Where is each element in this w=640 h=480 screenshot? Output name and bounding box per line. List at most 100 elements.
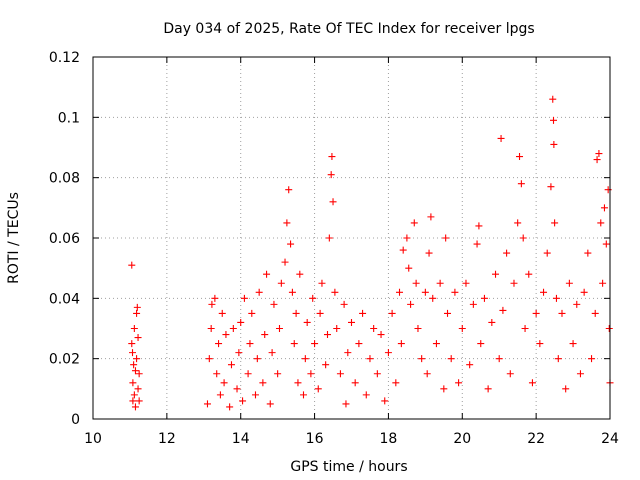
data-point — [290, 340, 298, 348]
data-point — [287, 240, 295, 248]
data-point — [466, 361, 474, 369]
data-point — [130, 361, 138, 369]
data-point — [602, 240, 610, 248]
data-point — [213, 370, 221, 378]
x-tick-label: 18 — [380, 431, 398, 447]
data-point — [207, 325, 215, 332]
data-point — [475, 222, 483, 230]
data-point — [495, 355, 503, 363]
data-point — [275, 325, 283, 332]
data-point — [423, 370, 431, 378]
data-point — [392, 379, 400, 387]
data-point — [229, 325, 237, 332]
data-point — [552, 294, 560, 302]
data-point — [396, 288, 404, 296]
data-point — [516, 153, 524, 161]
data-point — [377, 331, 385, 339]
data-point — [248, 309, 256, 317]
data-point — [307, 370, 315, 378]
data-points — [128, 95, 614, 411]
y-tick-label: 0.12 — [49, 50, 80, 66]
data-point — [410, 219, 418, 227]
data-point — [427, 213, 435, 221]
data-point — [536, 340, 544, 348]
data-point — [222, 331, 230, 339]
data-point — [244, 370, 252, 378]
data-point — [235, 349, 243, 357]
data-point — [355, 340, 363, 348]
data-point — [370, 325, 378, 332]
data-point — [565, 279, 573, 287]
data-point — [591, 309, 599, 317]
data-point — [462, 279, 470, 287]
data-point — [129, 397, 137, 405]
data-point — [311, 340, 319, 348]
data-point — [333, 325, 341, 332]
data-point — [134, 385, 142, 393]
data-point — [477, 340, 485, 348]
y-tick-label: 0.08 — [49, 171, 80, 187]
data-point — [554, 355, 562, 363]
data-point — [550, 140, 558, 148]
data-point — [351, 379, 359, 387]
x-tick-label: 20 — [453, 431, 471, 447]
data-point — [130, 391, 138, 399]
data-point — [216, 391, 224, 399]
data-point — [133, 309, 141, 317]
data-point — [532, 309, 540, 317]
data-point — [425, 249, 433, 257]
data-point — [266, 400, 274, 408]
data-point — [131, 403, 139, 411]
data-point — [255, 288, 263, 296]
data-point — [251, 391, 259, 399]
x-tick-label: 14 — [232, 431, 250, 447]
data-point — [135, 397, 143, 405]
y-tick-label: 0 — [71, 412, 80, 428]
data-point — [451, 288, 459, 296]
data-point — [314, 385, 322, 393]
data-point — [261, 331, 269, 339]
data-point — [274, 370, 282, 378]
data-point — [488, 318, 496, 326]
data-point — [128, 340, 136, 348]
data-point — [447, 355, 455, 363]
data-point — [208, 300, 216, 308]
data-point — [237, 318, 245, 326]
data-point — [588, 355, 596, 363]
data-point — [211, 294, 219, 302]
data-point — [277, 279, 285, 287]
data-point — [373, 370, 381, 378]
data-point — [259, 379, 267, 387]
data-point — [600, 204, 608, 212]
y-tick-label: 0.1 — [58, 110, 80, 126]
data-point — [455, 379, 463, 387]
data-point — [569, 340, 577, 348]
data-point — [381, 397, 389, 405]
data-point — [510, 279, 518, 287]
data-point — [397, 340, 405, 348]
data-point — [528, 379, 536, 387]
data-point — [336, 370, 344, 378]
data-point — [309, 294, 317, 302]
data-point — [133, 303, 141, 311]
data-point — [240, 294, 248, 302]
data-point — [318, 279, 326, 287]
data-point — [227, 361, 235, 369]
data-point — [432, 340, 440, 348]
data-point — [469, 300, 477, 308]
data-point — [549, 116, 557, 124]
data-point — [580, 288, 588, 296]
data-point — [503, 249, 511, 257]
data-point — [384, 349, 392, 357]
data-point — [340, 300, 348, 308]
data-point — [233, 385, 241, 393]
data-point — [331, 288, 339, 296]
data-point — [323, 331, 331, 339]
data-point — [429, 294, 437, 302]
data-point — [418, 355, 426, 363]
data-point — [288, 288, 296, 296]
data-point — [218, 309, 226, 317]
data-point — [540, 288, 548, 296]
